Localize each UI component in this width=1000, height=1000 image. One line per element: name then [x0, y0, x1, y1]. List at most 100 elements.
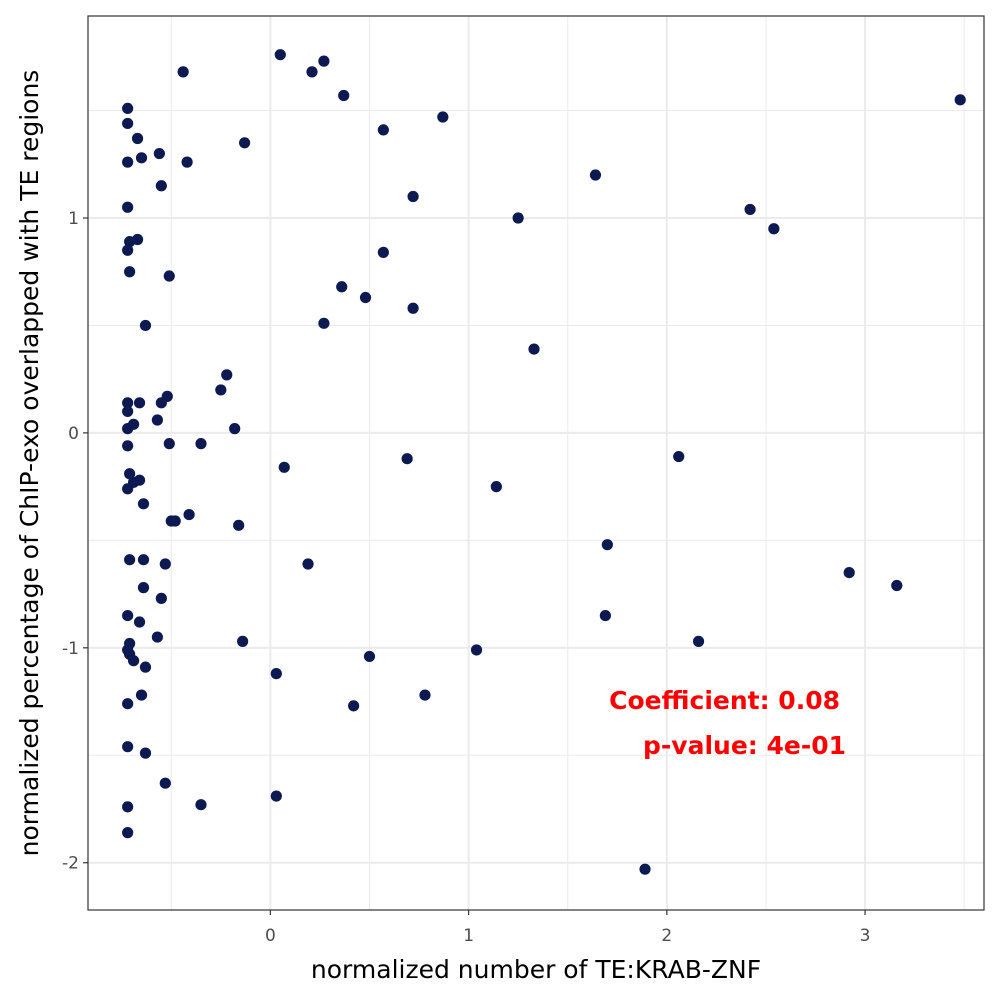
- p-value-annotation: p-value: 4e-01: [643, 731, 846, 760]
- data-point: [163, 270, 175, 282]
- data-point: [401, 453, 413, 465]
- data-point: [122, 397, 134, 409]
- data-point: [133, 616, 146, 628]
- data-point: [306, 66, 318, 78]
- data-point: [155, 397, 167, 409]
- data-point: [133, 474, 146, 486]
- data-point: [131, 233, 144, 246]
- data-point: [177, 66, 189, 78]
- data-point: [122, 201, 134, 213]
- data-point: [122, 801, 134, 813]
- data-point: [338, 89, 350, 102]
- data-point: [229, 423, 241, 435]
- data-point: [133, 397, 146, 409]
- data-point: [215, 384, 227, 396]
- data-point: [124, 554, 136, 566]
- data-point: [639, 863, 651, 875]
- data-point: [159, 558, 171, 570]
- y-axis-title: normalized percentage of ChIP-exo overla…: [15, 70, 44, 857]
- data-point: [239, 137, 251, 149]
- data-point: [270, 668, 282, 680]
- x-tick-label: 1: [463, 926, 474, 946]
- data-point: [124, 266, 136, 278]
- data-point: [589, 169, 602, 181]
- data-point: [122, 102, 134, 115]
- data-point: [221, 369, 233, 381]
- data-point: [673, 450, 685, 463]
- data-point: [692, 635, 705, 647]
- data-point: [122, 741, 134, 753]
- data-point: [407, 190, 419, 203]
- data-point: [195, 438, 207, 450]
- data-point: [377, 246, 389, 258]
- data-point: [122, 423, 134, 435]
- data-point: [348, 700, 360, 712]
- data-point: [318, 317, 330, 329]
- data-point: [137, 582, 150, 594]
- x-axis-title: normalized number of TE:KRAB-ZNF: [311, 955, 761, 984]
- y-axis-ticks: -2 -1 0 1: [62, 209, 88, 874]
- data-point: [122, 827, 134, 839]
- data-point: [183, 508, 195, 521]
- data-point: [278, 461, 290, 473]
- data-point: [233, 519, 245, 531]
- data-point: [437, 111, 449, 123]
- data-point: [470, 644, 483, 656]
- data-point: [407, 302, 419, 314]
- data-point: [528, 343, 540, 355]
- data-point: [122, 117, 134, 130]
- data-point: [153, 147, 165, 160]
- data-point: [843, 567, 855, 579]
- data-point: [274, 49, 286, 61]
- data-points: [122, 49, 966, 875]
- minor-gridlines: [88, 16, 984, 910]
- data-point: [302, 558, 314, 570]
- data-point: [122, 440, 134, 452]
- data-point: [419, 689, 431, 701]
- data-point: [512, 212, 524, 224]
- coefficient-annotation: Coefficient: 0.08: [609, 686, 840, 715]
- data-point: [744, 203, 756, 216]
- data-point: [181, 156, 193, 168]
- data-point: [891, 579, 903, 592]
- x-tick-label: 2: [661, 926, 672, 946]
- data-point: [490, 481, 502, 493]
- data-point: [122, 609, 134, 622]
- data-point: [139, 319, 152, 332]
- data-point: [151, 414, 163, 426]
- data-point: [131, 132, 144, 145]
- data-point: [169, 515, 181, 527]
- data-point: [359, 291, 372, 304]
- y-tick-label: 0: [68, 424, 79, 444]
- data-point: [122, 244, 134, 256]
- y-tick-label: 1: [68, 209, 79, 229]
- data-point: [318, 55, 330, 67]
- major-gridlines: [88, 16, 984, 910]
- y-tick-label: -1: [62, 639, 79, 659]
- data-point: [270, 790, 282, 802]
- data-point: [768, 223, 780, 235]
- x-tick-label: 3: [860, 926, 871, 946]
- data-point: [363, 650, 376, 663]
- data-point: [122, 405, 134, 418]
- x-axis-ticks: 0 1 2 3: [265, 910, 871, 946]
- data-point: [127, 655, 140, 667]
- data-point: [122, 483, 134, 495]
- data-point: [601, 539, 613, 551]
- data-point: [155, 592, 167, 604]
- data-point: [139, 661, 152, 673]
- data-point: [135, 152, 148, 164]
- data-point: [155, 180, 167, 192]
- data-point: [139, 747, 152, 759]
- data-point: [336, 281, 348, 293]
- data-point: [954, 94, 966, 106]
- y-tick-label: -2: [62, 854, 79, 874]
- data-point: [137, 498, 150, 510]
- data-point: [599, 609, 611, 622]
- data-point: [151, 631, 163, 643]
- data-point: [163, 438, 175, 450]
- data-point: [122, 156, 134, 168]
- plot-panel-border: [87, 15, 985, 911]
